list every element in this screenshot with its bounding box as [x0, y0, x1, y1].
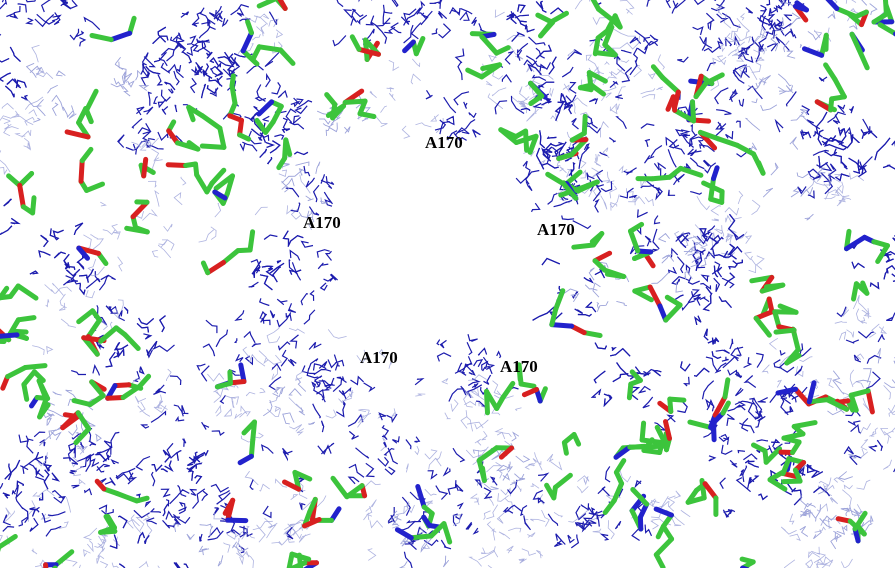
- bond-stick: [574, 245, 594, 247]
- bond-stick: [526, 131, 527, 150]
- residue-label: A170: [360, 348, 398, 367]
- bond-stick: [766, 285, 782, 287]
- bond-stick: [251, 440, 252, 457]
- bond-stick: [232, 86, 235, 104]
- bond-stick: [253, 422, 255, 440]
- bond-stick: [259, 47, 280, 50]
- residue-label: A170: [537, 220, 575, 239]
- bond-stick: [670, 399, 684, 400]
- bond-stick: [725, 380, 728, 397]
- bond-stick: [885, 0, 886, 14]
- bond-stick: [607, 274, 623, 276]
- background: [0, 0, 895, 568]
- bond-stick: [230, 372, 231, 383]
- bond-stick: [784, 481, 801, 482]
- bond-stick: [487, 391, 488, 412]
- bond-stick: [552, 325, 572, 327]
- bond-stick: [714, 423, 715, 440]
- bond-stick: [714, 168, 718, 179]
- bond-stick: [250, 232, 253, 250]
- bond-stick: [241, 365, 244, 382]
- bond-stick: [652, 177, 669, 179]
- density-map-figure: A170 A170 A170 A170 A170: [0, 0, 895, 568]
- bond-stick: [775, 312, 796, 313]
- bond-stick: [81, 161, 82, 182]
- bond-stick: [584, 116, 585, 133]
- bond-stick: [411, 536, 431, 538]
- bond-stick: [642, 423, 644, 440]
- bond-stick: [33, 198, 34, 213]
- bond-stick: [564, 443, 566, 454]
- bond-stick: [228, 520, 246, 521]
- bond-stick: [711, 179, 714, 200]
- residue-label: A170: [425, 133, 463, 152]
- bond-stick: [0, 335, 17, 337]
- bond-stick: [168, 165, 185, 166]
- bond-stick: [18, 318, 34, 320]
- page: A170 A170 A170 A170 A170 (() => { const …: [0, 0, 895, 568]
- bond-stick: [360, 114, 374, 117]
- bond-stick: [24, 385, 27, 400]
- residue-label: A170: [500, 357, 538, 376]
- bond-stick: [596, 53, 616, 55]
- residue-label: A170: [303, 213, 341, 232]
- bond-stick: [25, 366, 45, 368]
- bond-stick: [144, 159, 146, 176]
- bond-stick: [776, 330, 794, 332]
- bond-stick: [20, 185, 24, 206]
- bond-stick: [521, 384, 534, 386]
- bond-stick: [629, 384, 630, 398]
- bond-stick: [202, 146, 224, 147]
- bond-stick: [854, 284, 857, 299]
